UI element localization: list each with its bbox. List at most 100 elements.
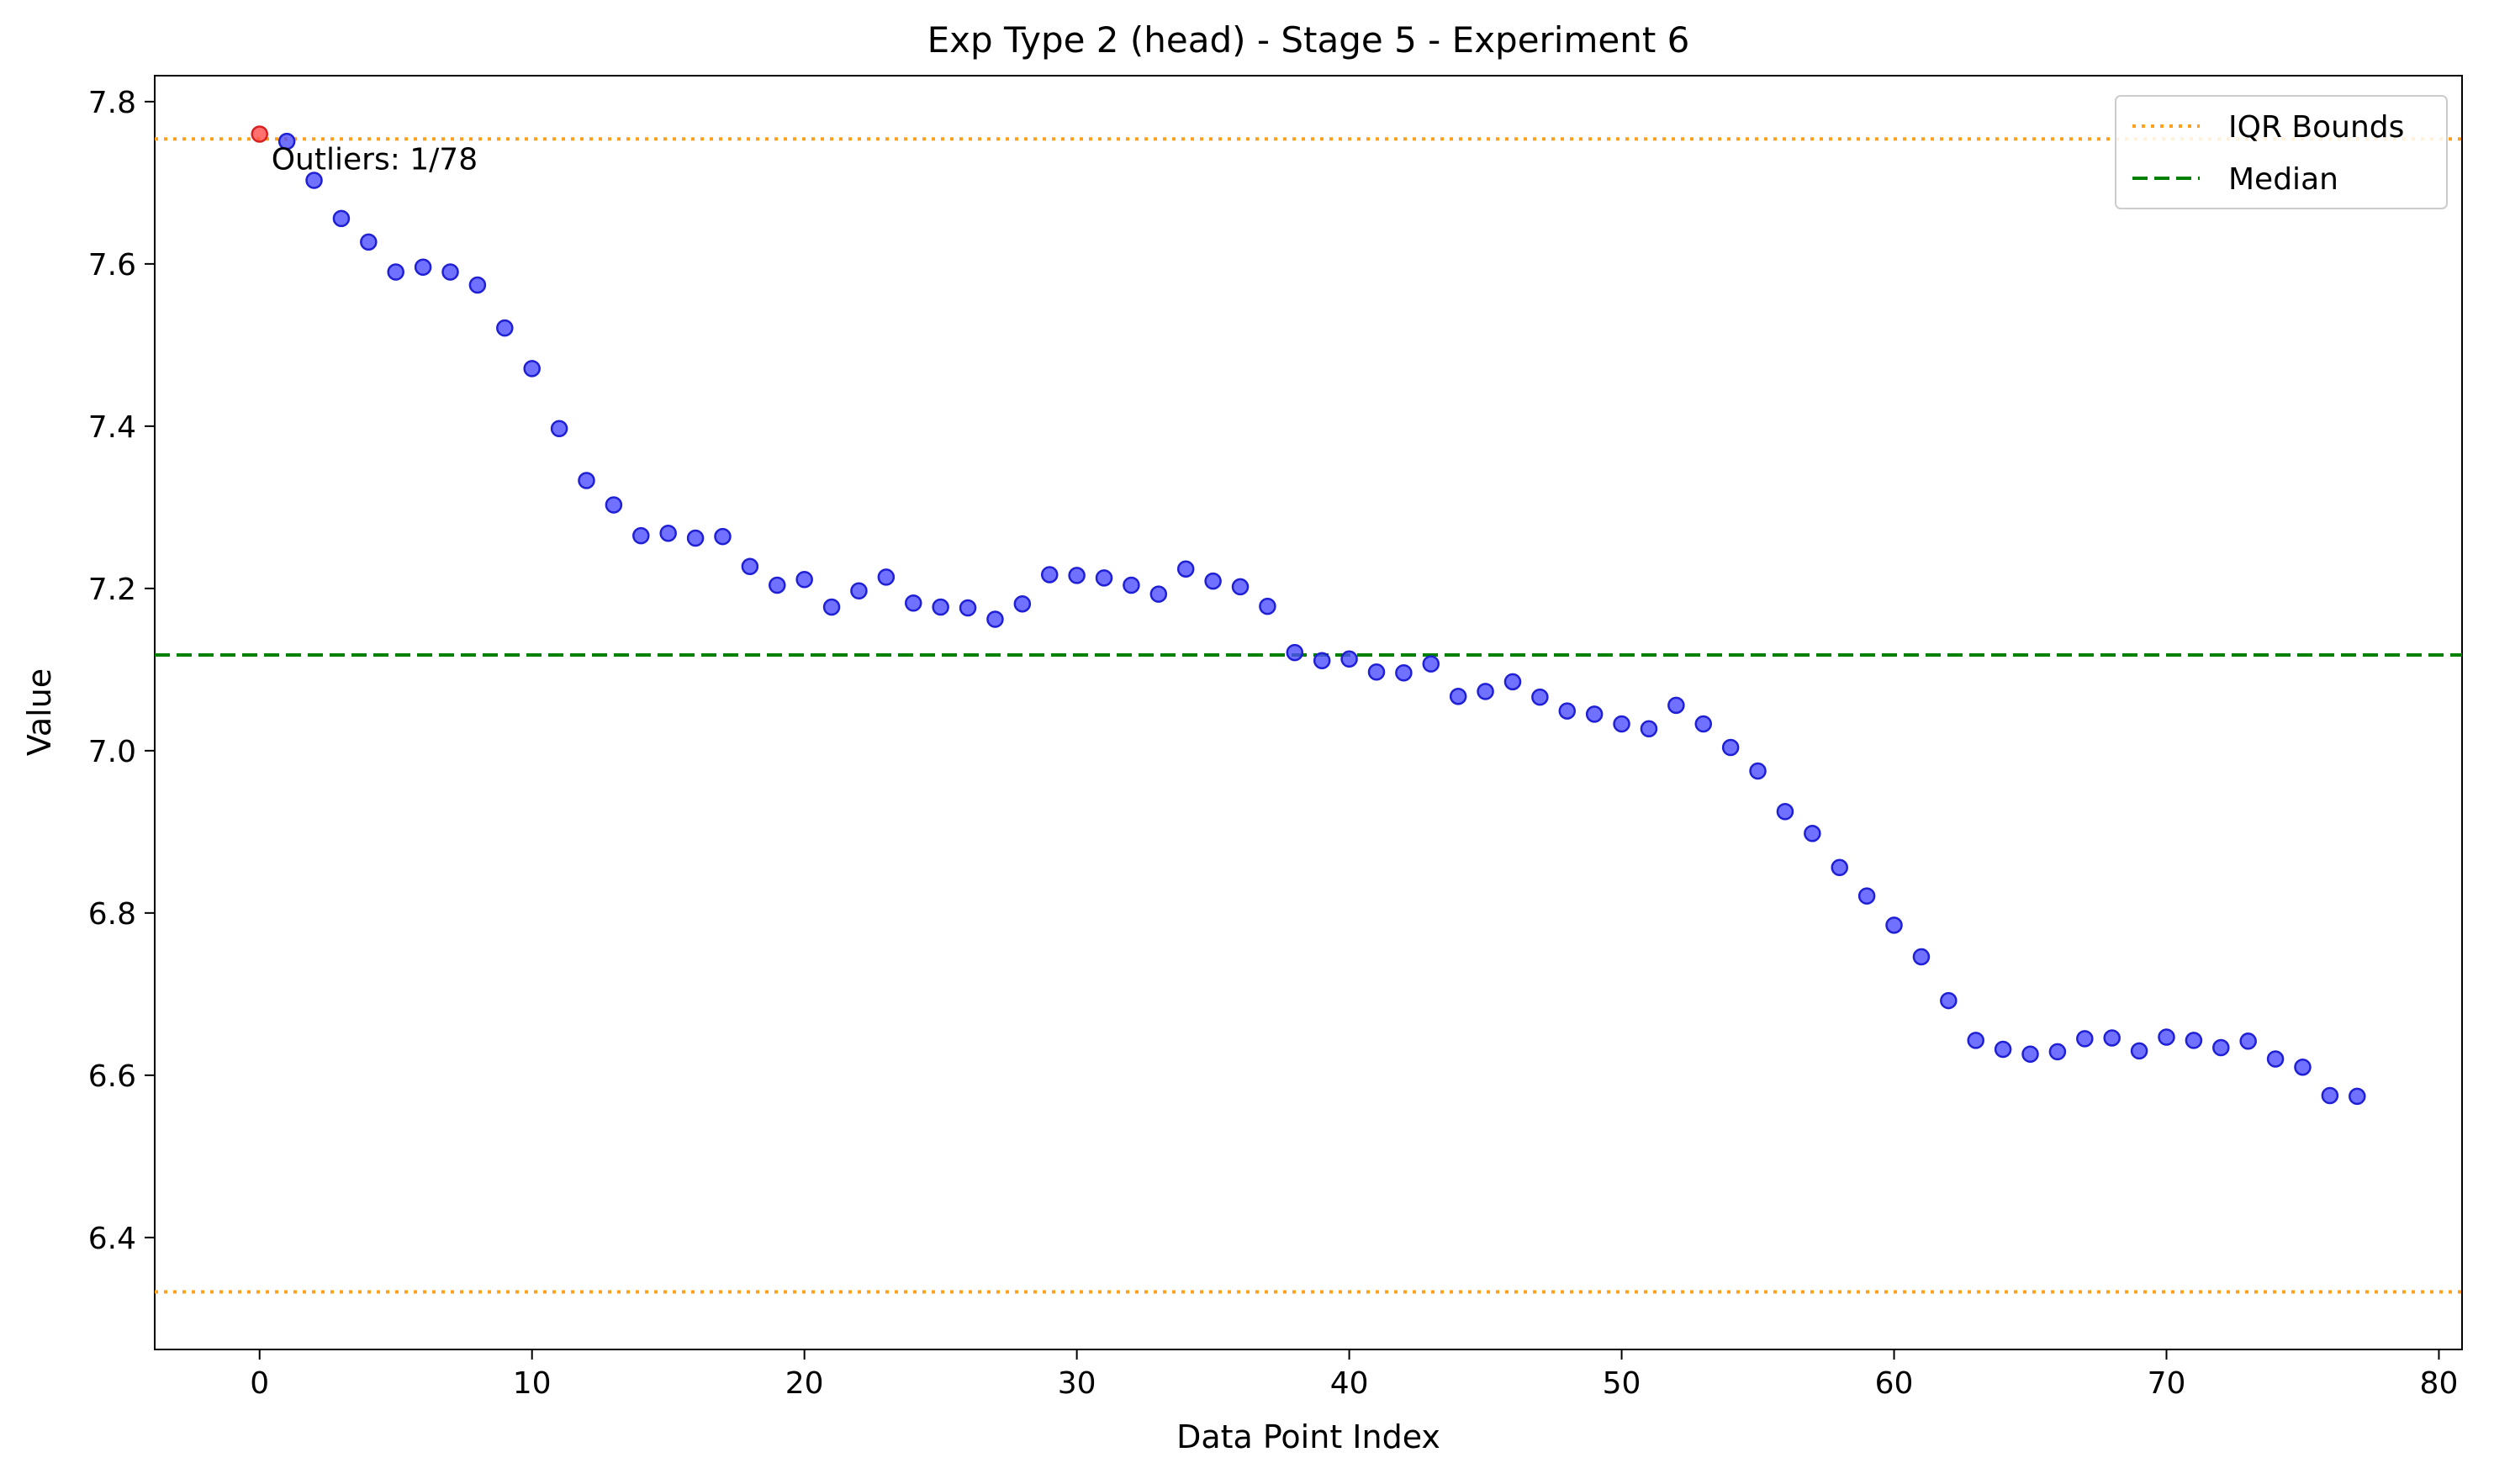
data-point: [1912, 948, 1931, 966]
x-tick-label: 80: [2420, 1366, 2459, 1401]
data-point: [277, 132, 296, 151]
legend-box: [2115, 95, 2448, 209]
legend-label: IQR Bounds: [2228, 110, 2404, 145]
data-point: [1640, 720, 1658, 738]
outlier-point: [251, 125, 268, 143]
data-point: [1095, 569, 1113, 587]
data-point: [578, 472, 595, 489]
data-point: [1694, 715, 1713, 733]
data-point: [2185, 1032, 2203, 1049]
data-point: [686, 529, 705, 547]
data-point: [1286, 643, 1304, 662]
data-point: [1068, 567, 1086, 584]
data-point: [332, 209, 351, 228]
x-axis-label: Data Point Index: [1176, 1418, 1440, 1455]
reference-lines: [155, 137, 2462, 1294]
data-point: [1395, 663, 1413, 682]
data-point: [1804, 825, 1821, 842]
data-point: [1776, 802, 1794, 821]
data-point: [1994, 1040, 2012, 1059]
data-point: [1231, 578, 1250, 596]
data-point: [387, 263, 404, 281]
data-point: [1040, 566, 1059, 584]
data-point: [523, 360, 541, 378]
data-point: [605, 496, 623, 514]
data-point: [822, 598, 841, 616]
data-point: [1149, 585, 1168, 603]
y-tick-label: 7.0: [88, 735, 136, 769]
legend: IQR Bounds Median: [2115, 95, 2448, 209]
data-point: [1367, 663, 1386, 681]
data-point: [741, 557, 759, 576]
x-tick-label: 60: [1875, 1366, 1914, 1401]
data-point: [714, 527, 732, 546]
data-point: [1531, 688, 1549, 706]
data-point: [2048, 1043, 2067, 1061]
data-point: [2076, 1030, 2094, 1048]
chart-title: Exp Type 2 (head) - Stage 5 - Experiment…: [927, 19, 1690, 61]
data-point: [2130, 1042, 2148, 1060]
outlier-count-annotation: Outliers: 1/78: [272, 142, 478, 177]
x-axis-ticks: 0 10 20 30 40 50 60 70 80: [250, 1349, 2458, 1401]
x-tick-label: 40: [1330, 1366, 1369, 1401]
data-point: [1449, 687, 1467, 705]
legend-label: Median: [2228, 162, 2338, 197]
data-point: [550, 420, 568, 438]
data-point: [904, 594, 922, 612]
y-tick-label: 6.4: [88, 1222, 136, 1256]
y-tick-label: 7.8: [88, 86, 136, 120]
data-point: [2103, 1029, 2121, 1047]
data-point: [795, 570, 813, 589]
x-tick-label: 50: [1603, 1366, 1641, 1401]
data-point: [2021, 1045, 2039, 1064]
x-tick-label: 0: [250, 1366, 269, 1401]
plot-area: [154, 75, 2463, 1350]
data-point: [1613, 715, 1630, 733]
y-tick-label: 7.2: [88, 573, 136, 607]
data-point: [1013, 594, 1032, 613]
data-point: [1176, 560, 1195, 578]
data-point: [414, 258, 432, 276]
data-point: [1503, 673, 1522, 691]
data-point: [2294, 1058, 2312, 1076]
data-point: [1857, 887, 1876, 905]
data-point: [1123, 576, 1140, 594]
data-point: [1967, 1032, 1984, 1049]
data-point: [2349, 1087, 2366, 1106]
y-tick-label: 7.6: [88, 248, 136, 283]
data-point: [496, 319, 514, 337]
data-point: [959, 599, 977, 617]
data-point: [1831, 858, 1848, 877]
data-point: [1313, 652, 1331, 669]
y-tick-label: 7.4: [88, 410, 136, 445]
data-point: [1667, 696, 1685, 715]
data-point: [1204, 572, 1222, 590]
data-point: [659, 524, 677, 542]
x-tick-label: 30: [1058, 1366, 1096, 1401]
y-axis-label: Value: [21, 668, 58, 756]
data-point: [1885, 916, 1903, 934]
x-tick-label: 20: [785, 1366, 824, 1401]
data-point: [441, 263, 459, 281]
data-point: [468, 276, 487, 294]
data-point: [932, 598, 949, 616]
y-tick-label: 6.6: [88, 1059, 136, 1094]
data-point: [1721, 738, 1740, 757]
data-point: [986, 610, 1004, 628]
data-point: [850, 582, 868, 600]
data-point: [2212, 1038, 2230, 1057]
x-tick-label: 10: [513, 1366, 552, 1401]
data-point: [1940, 991, 1958, 1010]
data-point: [1749, 762, 1767, 780]
y-axis-ticks: 6.4 6.6 6.8 7.0 7.2 7.4 7.6 7.8: [88, 86, 155, 1256]
data-point: [2239, 1032, 2257, 1050]
data-point: [877, 568, 896, 586]
data-point: [2321, 1086, 2339, 1105]
data-point: [1585, 705, 1604, 723]
data-point: [305, 172, 323, 189]
data-point: [1477, 683, 1494, 700]
data-point: [1340, 650, 1358, 668]
data-point: [1558, 702, 1577, 720]
data-point: [2158, 1028, 2175, 1046]
